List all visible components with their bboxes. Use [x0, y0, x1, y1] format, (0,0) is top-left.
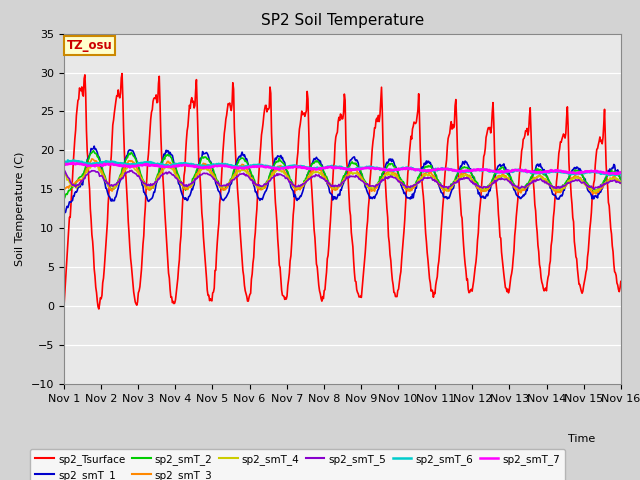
Line: sp2_smT_4: sp2_smT_4: [64, 164, 621, 192]
sp2_smT_7: [214, 163, 222, 169]
sp2_smT_7: [60, 162, 68, 168]
sp2_smT_6: [71, 158, 79, 164]
sp2_smT_6: [185, 161, 193, 167]
Line: sp2_Tsurface: sp2_Tsurface: [64, 73, 621, 309]
sp2_smT_3: [88, 156, 96, 162]
sp2_smT_1: [185, 194, 193, 200]
sp2_smT_2: [617, 177, 625, 182]
sp2_Tsurface: [129, 282, 137, 288]
sp2_smT_3: [70, 182, 78, 188]
sp2_smT_7: [617, 170, 625, 176]
sp2_smT_1: [128, 148, 136, 154]
sp2_smT_7: [185, 163, 193, 169]
sp2_smT_5: [127, 168, 135, 173]
sp2_smT_1: [70, 193, 78, 199]
sp2_smT_4: [60, 167, 68, 173]
Title: SP2 Soil Temperature: SP2 Soil Temperature: [260, 13, 424, 28]
sp2_Tsurface: [95, 306, 102, 312]
sp2_Tsurface: [118, 71, 126, 76]
sp2_smT_1: [60, 212, 68, 218]
sp2_smT_3: [411, 184, 419, 190]
sp2_smT_2: [128, 151, 136, 157]
sp2_smT_6: [70, 157, 77, 163]
sp2_smT_5: [426, 175, 434, 180]
sp2_smT_5: [410, 182, 418, 188]
sp2_smT_3: [428, 169, 435, 175]
sp2_smT_4: [185, 183, 193, 189]
sp2_smT_7: [428, 168, 435, 173]
sp2_smT_6: [128, 162, 136, 168]
sp2_smT_5: [70, 183, 78, 189]
sp2_smT_4: [617, 179, 625, 185]
sp2_smT_7: [70, 160, 77, 166]
sp2_smT_7: [128, 163, 136, 168]
sp2_smT_4: [70, 183, 78, 189]
sp2_smT_2: [70, 183, 78, 189]
Line: sp2_smT_5: sp2_smT_5: [64, 169, 621, 189]
sp2_smT_4: [428, 174, 435, 180]
sp2_smT_6: [60, 159, 68, 165]
sp2_Tsurface: [428, 287, 436, 293]
sp2_Tsurface: [70, 148, 78, 154]
sp2_smT_5: [214, 180, 221, 186]
Text: TZ_osu: TZ_osu: [67, 39, 113, 52]
sp2_smT_2: [60, 196, 68, 202]
sp2_smT_3: [214, 181, 222, 187]
sp2_smT_3: [128, 158, 136, 164]
sp2_smT_3: [60, 186, 68, 192]
sp2_smT_4: [91, 161, 99, 167]
sp2_smT_4: [128, 162, 136, 168]
sp2_smT_6: [411, 167, 419, 173]
sp2_smT_6: [428, 168, 435, 173]
sp2_smT_2: [90, 148, 97, 154]
sp2_smT_4: [411, 183, 419, 189]
sp2_smT_5: [60, 167, 68, 172]
sp2_smT_7: [71, 161, 79, 167]
sp2_smT_7: [411, 167, 419, 172]
sp2_smT_6: [214, 161, 222, 167]
sp2_smT_6: [617, 171, 625, 177]
sp2_smT_4: [591, 189, 598, 195]
sp2_smT_2: [185, 185, 193, 191]
sp2_smT_5: [590, 186, 598, 192]
sp2_smT_5: [617, 180, 625, 186]
Line: sp2_smT_7: sp2_smT_7: [64, 163, 621, 174]
sp2_smT_1: [411, 189, 419, 195]
sp2_smT_3: [185, 184, 193, 190]
sp2_smT_1: [90, 143, 98, 149]
Y-axis label: Soil Temperature (C): Soil Temperature (C): [15, 152, 26, 266]
sp2_smT_3: [592, 191, 600, 197]
sp2_Tsurface: [215, 220, 223, 226]
Line: sp2_smT_2: sp2_smT_2: [64, 151, 621, 199]
sp2_smT_5: [184, 183, 192, 189]
Text: Time: Time: [568, 434, 595, 444]
sp2_smT_4: [214, 181, 222, 187]
sp2_Tsurface: [412, 120, 419, 126]
sp2_smT_7: [605, 171, 613, 177]
Legend: sp2_Tsurface, sp2_smT_1, sp2_smT_2, sp2_smT_3, sp2_smT_4, sp2_smT_5, sp2_smT_6, : sp2_Tsurface, sp2_smT_1, sp2_smT_2, sp2_…: [30, 449, 565, 480]
sp2_smT_3: [617, 180, 625, 186]
Line: sp2_smT_6: sp2_smT_6: [64, 160, 621, 175]
sp2_smT_6: [612, 172, 620, 178]
sp2_Tsurface: [186, 102, 193, 108]
sp2_smT_1: [214, 187, 222, 193]
sp2_smT_1: [428, 163, 435, 168]
Line: sp2_smT_1: sp2_smT_1: [64, 146, 621, 215]
sp2_Tsurface: [60, 303, 68, 309]
sp2_Tsurface: [617, 278, 625, 284]
sp2_smT_1: [617, 177, 625, 182]
sp2_smT_2: [428, 163, 435, 168]
sp2_smT_2: [411, 182, 419, 188]
sp2_smT_2: [214, 179, 222, 184]
Line: sp2_smT_3: sp2_smT_3: [64, 159, 621, 194]
